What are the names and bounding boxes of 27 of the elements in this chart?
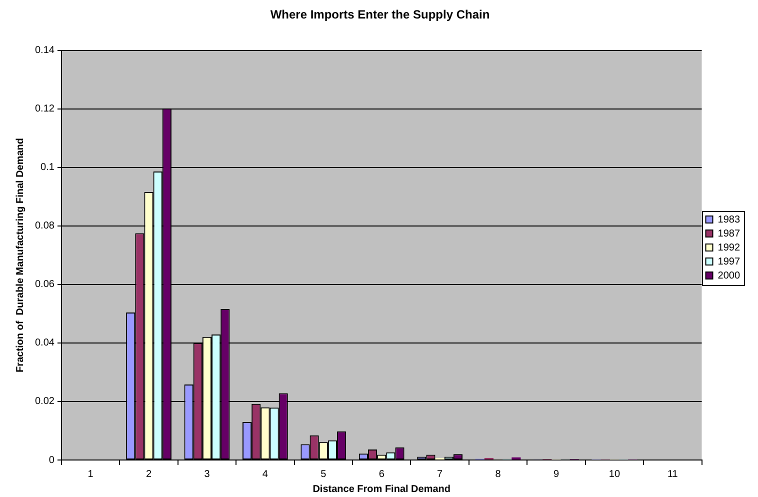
y-tick-label: 0.12: [34, 104, 55, 115]
y-tick-label: 0.08: [34, 220, 55, 232]
chart-title: Where Imports Enter the Supply Chain: [270, 8, 490, 22]
x-tick-label: 1: [88, 468, 94, 480]
x-tick-label: 11: [667, 468, 678, 480]
x-tick-label: 4: [262, 468, 268, 480]
x-tick-label: 2: [146, 468, 152, 480]
x-tick-label: 6: [378, 468, 385, 480]
y-tick-label: 0.06: [34, 279, 55, 290]
x-axis-title: Distance From Final Demand: [312, 484, 451, 495]
legend-label: 2000: [718, 270, 740, 282]
y-tick-label: 0: [48, 454, 55, 466]
legend-label: 1987: [718, 228, 740, 240]
y-tick-label: 0.1: [40, 162, 55, 174]
legend-label: 1983: [718, 214, 740, 226]
legend-label: 1997: [718, 256, 740, 268]
x-tick-label: 7: [437, 468, 444, 480]
x-tick-label: 3: [204, 468, 210, 480]
x-tick-label: 5: [320, 468, 327, 480]
y-tick-label: 0.04: [34, 338, 55, 349]
x-tick-label: 8: [495, 468, 502, 480]
x-tick-label: 10: [608, 468, 620, 480]
legend-label: 1992: [718, 242, 740, 254]
y-tick-label: 0.02: [34, 396, 55, 408]
y-tick-label: 0.14: [34, 45, 55, 56]
y-axis-title: Fraction of Durable Manufacturing Final Demand: [14, 138, 26, 372]
x-tick-label: 9: [553, 468, 560, 480]
